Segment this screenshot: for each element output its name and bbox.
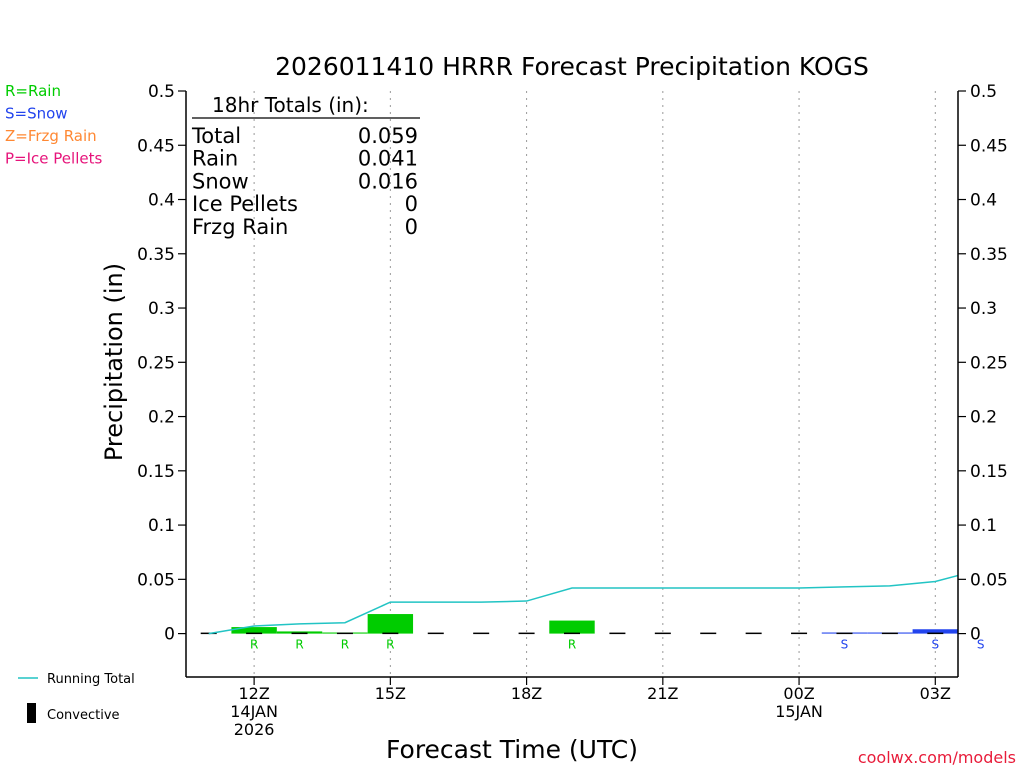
y-axis-label: Precipitation (in)	[100, 263, 128, 461]
totals-row-label: Total	[191, 124, 241, 148]
ptype-label: S	[841, 638, 849, 652]
ptype-legend-item: Z=Frzg Rain	[5, 127, 97, 145]
y-tick-label-left: 0.2	[148, 408, 175, 428]
x-tick-label: 14JAN	[230, 702, 278, 721]
y-tick-label-right: 0.3	[970, 299, 997, 319]
ptype-label: R	[386, 638, 394, 652]
y-tick-label-left: 0	[164, 625, 175, 645]
convective-bar	[927, 632, 944, 635]
convective-bar	[700, 632, 717, 635]
totals-row-value: 0.041	[358, 147, 418, 171]
y-tick-label-right: 0.25	[970, 353, 1008, 373]
y-tick-label-left: 0.3	[148, 299, 175, 319]
x-tick-label: 21Z	[647, 684, 678, 703]
ptype-label: R	[568, 638, 576, 652]
y-tick-label-left: 0.4	[148, 191, 175, 211]
convective-bar	[836, 632, 853, 635]
legend-running-total-label: Running Total	[47, 672, 135, 687]
ptype-legend-item: R=Rain	[5, 82, 61, 100]
ptype-label: S	[977, 638, 985, 652]
convective-bar	[564, 632, 580, 635]
ptype-label: R	[295, 638, 303, 652]
y-tick-label-right: 0.4	[970, 191, 997, 211]
x-axis-label: Forecast Time (UTC)	[386, 735, 638, 764]
totals-header: 18hr Totals (in):	[212, 93, 369, 117]
x-tick-label: 15JAN	[775, 702, 823, 721]
totals-box: 18hr Totals (in): Total 0.059 Rain 0.041 Sno…	[191, 93, 420, 239]
x-tick-label: 2026	[234, 720, 275, 739]
convective-bar	[881, 632, 898, 635]
x-tick-label: 15Z	[375, 684, 406, 703]
y-tick-label-left: 0.5	[148, 82, 175, 102]
y-tick-label-right: 0.45	[970, 136, 1008, 156]
y-tick-label-left: 0.1	[148, 516, 175, 536]
convective-bar	[291, 632, 308, 635]
running-total-line	[208, 574, 958, 635]
y-tick-label-right: 0.5	[970, 82, 997, 102]
axes: 0.5 0.5 0.45 0.45 0.4 0.4 0.35 0.35 0.3 0.3 0.25 0.…	[137, 82, 1008, 739]
ptype-label: R	[341, 638, 349, 652]
totals-row-value: 0	[405, 215, 418, 239]
y-tick-label-left: 0.35	[137, 245, 175, 265]
convective-bar	[382, 632, 399, 635]
legend-convective-label: Convective	[47, 708, 120, 723]
y-tick-label-left: 0.15	[137, 462, 175, 482]
y-tick-label-right: 0.15	[970, 462, 1008, 482]
x-tick-label: 18Z	[511, 684, 542, 703]
totals-row-label: Ice Pellets	[192, 192, 298, 216]
convective-bar	[427, 632, 444, 635]
convective-bar	[336, 632, 353, 635]
x-tick-label: 00Z	[783, 684, 814, 703]
precip-bar	[367, 614, 414, 634]
convective-bar	[518, 632, 535, 635]
bottom-legend: Running Total Convective	[18, 672, 135, 723]
precip-bar	[549, 620, 595, 634]
credit-text: coolwx.com/models	[858, 748, 1016, 767]
y-tick-label-left: 0.25	[137, 353, 175, 373]
totals-row-value: 0	[405, 192, 418, 216]
gridlines	[253, 91, 936, 677]
totals-row-label: Frzg Rain	[192, 215, 288, 239]
legend-convective-swatch	[27, 703, 36, 723]
totals-row-label: Snow	[192, 169, 249, 193]
y-tick-label-right: 0.35	[970, 245, 1008, 265]
precip-bar	[276, 631, 323, 634]
x-tick-label: 03Z	[920, 684, 951, 703]
running-total-line-group	[208, 574, 958, 635]
convective-bar	[745, 632, 762, 635]
convective-bar	[473, 632, 490, 635]
x-tick-label: 12Z	[238, 684, 269, 703]
precip-bar	[231, 627, 277, 634]
y-tick-label-right: 0.1	[970, 516, 997, 536]
y-tick-label-right: 0.2	[970, 408, 997, 428]
y-tick-label-left: 0.05	[137, 570, 175, 590]
convective-bar	[246, 632, 263, 635]
totals-rows: Total 0.059 Rain 0.041 Snow 0.016 Ice Pellets 0…	[191, 124, 418, 239]
hourly-bars	[231, 614, 958, 634]
y-tick-label-left: 0.45	[137, 136, 175, 156]
ptype-legend-item: S=Snow	[5, 105, 68, 123]
chart-title: 2026011410 HRRR Forecast Precipitation K…	[275, 52, 869, 81]
ptype-legend-item: P=Ice Pellets	[5, 150, 102, 168]
totals-row-value: 0.059	[358, 124, 418, 148]
y-tick-label-right: 0.05	[970, 570, 1008, 590]
ptype-label: R	[250, 638, 258, 652]
convective-bar	[654, 632, 671, 635]
ptype-legend: R=Rain S=Snow Z=Frzg Rain P=Ice Pellets	[5, 82, 102, 168]
totals-row-value: 0.016	[358, 169, 418, 193]
convective-bar	[609, 632, 626, 635]
convective-bar	[791, 632, 808, 635]
ptype-label: S	[931, 638, 939, 652]
precip-bar	[912, 629, 958, 634]
totals-row-label: Rain	[192, 147, 238, 171]
y-tick-label-right: 0	[970, 625, 981, 645]
